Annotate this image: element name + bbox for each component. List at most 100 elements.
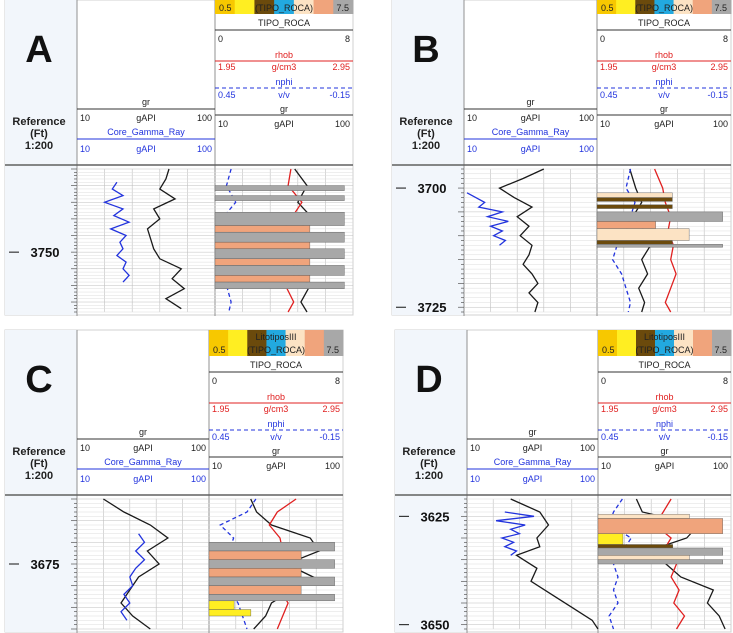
- legend-title: LitotiposIII: [644, 332, 685, 342]
- lithology-legend: [215, 0, 354, 14]
- panel-c: C Reference(Ft)1:200 LitotiposIII 0.5 (TIPO_…: [4, 329, 344, 633]
- reference-unit: (Ft): [417, 128, 435, 140]
- reference-scale: 1:200: [25, 140, 53, 152]
- legend-max: 7.5: [336, 3, 349, 13]
- legend-min: 0.5: [219, 3, 232, 13]
- legend-swatch: [228, 342, 248, 356]
- legend-swatch: [304, 330, 325, 342]
- gr-left-unit: gAPI: [521, 113, 541, 123]
- legend-swatch: [293, 0, 315, 14]
- gr-right-name: gr: [660, 104, 668, 114]
- panel-a: A Reference(Ft)1:200 0.5 (TIPO_ROCA) 7.5 TIPO…: [4, 0, 354, 316]
- lithology-bar: [596, 197, 673, 202]
- tipo-roca-min: 0: [600, 34, 605, 44]
- gr-left-min: 10: [80, 113, 90, 123]
- legend-swatch: [274, 0, 295, 14]
- gr-right-unit: gAPI: [654, 119, 674, 129]
- legend-swatch: [323, 330, 344, 342]
- nphi-name: nphi: [656, 419, 673, 429]
- gr-right-name: gr: [660, 446, 668, 456]
- rhob-name: rhob: [655, 50, 673, 60]
- legend-swatch: [228, 330, 248, 342]
- legend-swatch: [285, 342, 306, 356]
- legend-swatch: [712, 330, 732, 342]
- reference-column: [392, 0, 464, 315]
- legend-swatch: [693, 330, 713, 342]
- panel-letter: D: [415, 359, 442, 401]
- lithology-legend-title: [209, 330, 344, 342]
- lithology-bar: [214, 185, 345, 191]
- core-name: Core_Gamma_Ray: [107, 127, 185, 137]
- legend-swatch: [266, 330, 287, 342]
- core-name: Core_Gamma_Ray: [104, 457, 182, 467]
- lithology-bar: [208, 594, 335, 602]
- lithology-bar: [208, 568, 302, 578]
- core-name: Core_Gamma_Ray: [494, 457, 572, 467]
- legend-swatch: [711, 0, 732, 14]
- lithology-bar: [214, 241, 311, 250]
- gr-curve-left: [146, 168, 186, 310]
- depth-label: 3675: [31, 557, 60, 572]
- tipo-roca-name: TIPO_ROCA: [250, 360, 302, 370]
- legend-name: (TIPO_ROCA): [635, 345, 693, 355]
- legend-name: (TIPO_ROCA): [255, 3, 313, 13]
- lithology-bar: [208, 600, 235, 610]
- core-gamma-ray-curve-left: [496, 511, 535, 556]
- legend-swatch: [209, 342, 229, 356]
- lithology-bar: [596, 221, 656, 229]
- lithology-bar: [214, 212, 345, 226]
- core-unit: gAPI: [523, 474, 543, 484]
- rhob-min: 1.95: [601, 404, 619, 414]
- rhob-max: 2.95: [332, 62, 350, 72]
- legend-swatch: [215, 0, 236, 14]
- gr-right-name: gr: [280, 104, 288, 114]
- lithology-legend-title: [598, 330, 732, 342]
- panel-letter: C: [25, 359, 52, 401]
- core-max: 100: [191, 474, 206, 484]
- lithology-bar: [214, 275, 311, 283]
- legend-swatch: [304, 342, 325, 356]
- lithology-bar: [208, 585, 302, 595]
- lithology-bar: [214, 281, 345, 289]
- nphi-min: 0.45: [212, 432, 230, 442]
- nphi-unit: v/v: [270, 432, 282, 442]
- legend-min: 0.5: [602, 345, 615, 355]
- legend-swatch: [636, 342, 656, 356]
- nphi-name: nphi: [275, 77, 292, 87]
- core-min: 10: [467, 144, 477, 154]
- legend-swatch: [654, 0, 675, 14]
- gr-left-max: 100: [579, 113, 594, 123]
- lithology-bar: [596, 244, 723, 248]
- core-min: 10: [80, 474, 90, 484]
- legend-name: (TIPO_ROCA): [635, 3, 693, 13]
- lithology-bar: [596, 240, 673, 245]
- legend-swatch: [616, 0, 636, 14]
- reference-unit: (Ft): [30, 128, 48, 140]
- reference-column: [5, 0, 77, 315]
- legend-swatch: [674, 342, 694, 356]
- legend-swatch: [597, 0, 617, 14]
- nphi-max: -0.15: [319, 432, 340, 442]
- legend-swatch: [598, 330, 618, 342]
- lithology-bar: [208, 550, 302, 560]
- rhob-max: 2.95: [322, 404, 340, 414]
- nphi-unit: v/v: [659, 432, 671, 442]
- depth-label: 3650: [421, 618, 450, 633]
- tipo-roca-max: 8: [723, 34, 728, 44]
- legend-min: 0.5: [601, 3, 614, 13]
- legend-swatch: [693, 342, 713, 356]
- core-gamma-ray-curve-left: [120, 533, 146, 621]
- lithology-bar: [597, 513, 690, 519]
- legend-swatch: [635, 0, 655, 14]
- core-max: 100: [579, 144, 594, 154]
- panel-letter: B: [412, 29, 439, 71]
- core-unit: gAPI: [521, 144, 541, 154]
- core-unit: gAPI: [133, 474, 153, 484]
- reference-unit: (Ft): [420, 458, 438, 470]
- gr-right-name: gr: [272, 446, 280, 456]
- reference-scale: 1:200: [415, 470, 443, 482]
- lithology-bar: [214, 258, 311, 266]
- core-gamma-ray-curve-left: [466, 192, 509, 246]
- lithology-bar: [596, 211, 723, 222]
